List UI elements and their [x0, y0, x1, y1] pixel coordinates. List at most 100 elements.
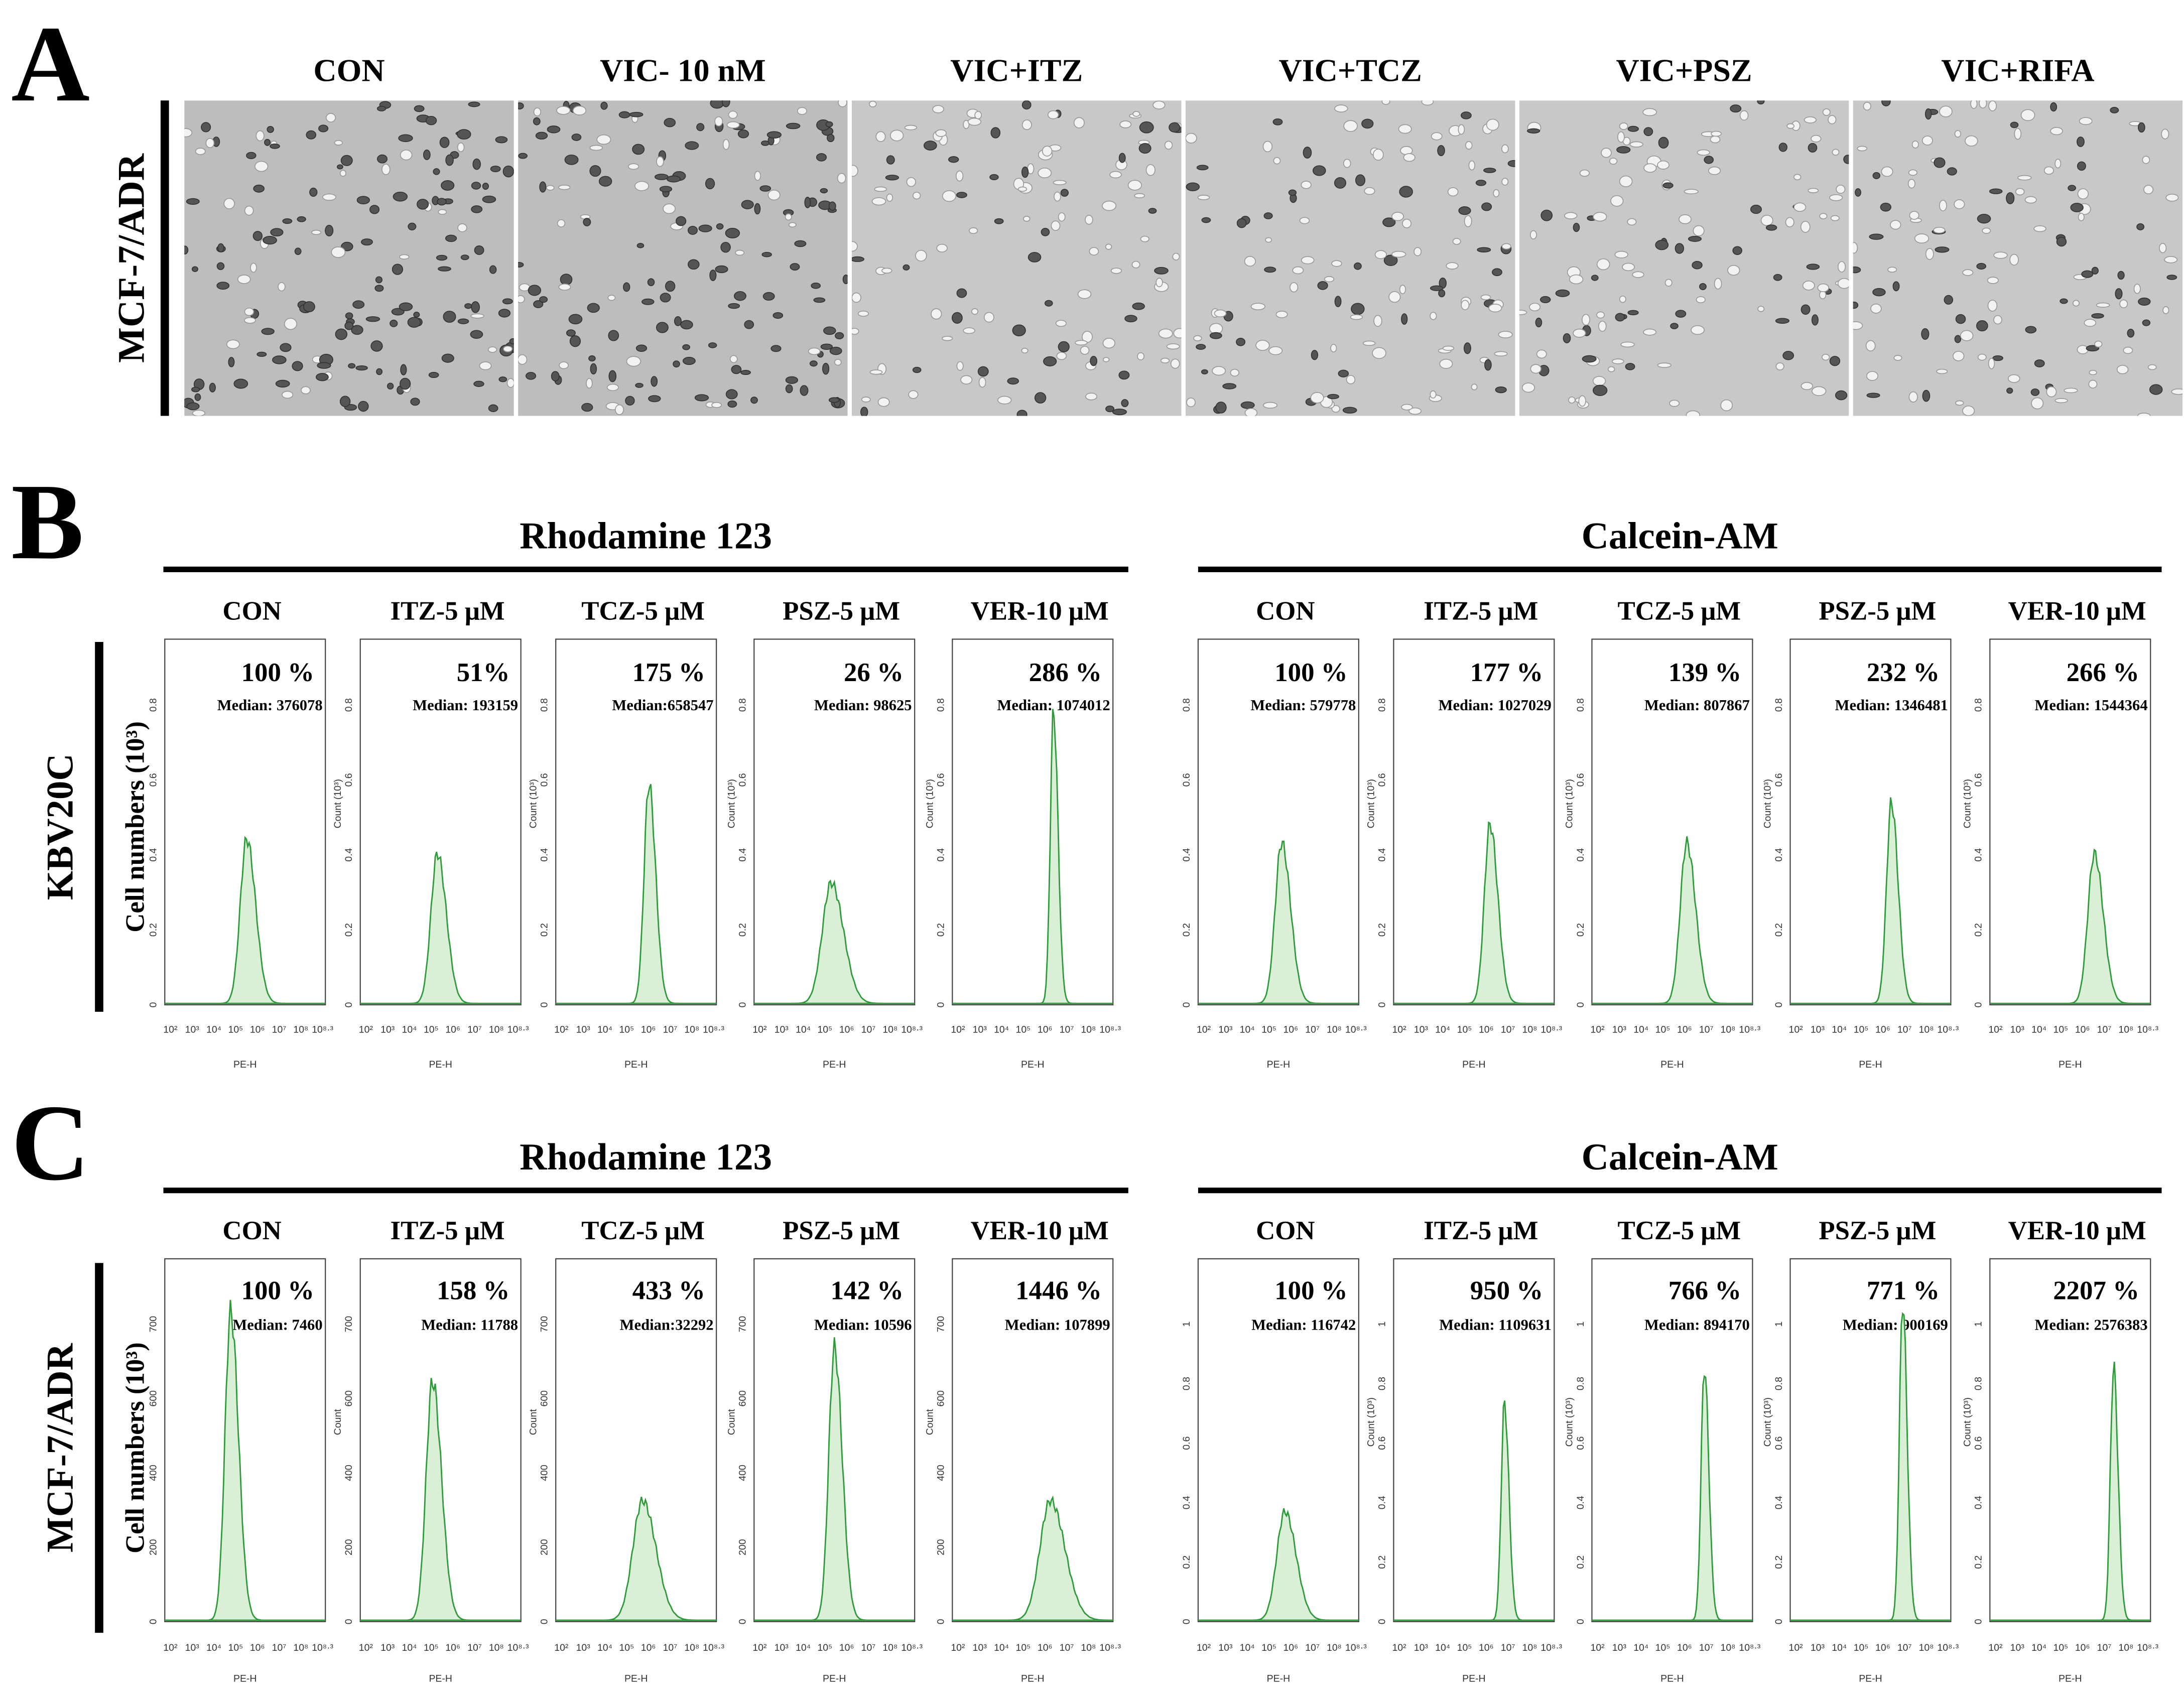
- cell: [1230, 368, 1240, 377]
- cell: [399, 254, 410, 260]
- cell: [413, 311, 420, 318]
- x-tick-label: 10³: [576, 1642, 591, 1653]
- cell: [1055, 320, 1067, 327]
- cell: [648, 395, 661, 403]
- cell: [1401, 313, 1408, 325]
- cell: [626, 356, 641, 367]
- cell: [1830, 215, 1840, 221]
- cell: [1351, 303, 1365, 315]
- cell: [2091, 267, 2099, 275]
- cell: [1988, 100, 1997, 111]
- cell: [223, 198, 235, 209]
- cell: [1843, 155, 1849, 164]
- cell: [1215, 402, 1227, 414]
- cell: [1355, 174, 1366, 186]
- count-label: Count (10³): [1762, 779, 1773, 828]
- x-tick-label: 10⁸·³: [1739, 1642, 1760, 1653]
- cell: [1908, 391, 1918, 403]
- cell: [436, 254, 448, 261]
- x-tick-label: 10⁸: [1721, 1642, 1736, 1653]
- cell: [1750, 204, 1762, 214]
- cell: [967, 117, 982, 126]
- y-tick-label: 0.2: [1181, 1555, 1192, 1569]
- cell: [627, 163, 639, 170]
- cell: [1881, 100, 1891, 106]
- x-tick-label: 10⁸: [1522, 1024, 1537, 1035]
- cell: [1331, 260, 1342, 267]
- x-tick-label: 10³: [185, 1642, 200, 1653]
- cell: [1139, 121, 1154, 134]
- x-tick-label: 10⁴: [1435, 1642, 1450, 1653]
- cell: [284, 318, 297, 330]
- x-tick-label: 10⁴: [1633, 1024, 1648, 1035]
- y-tick-label: 0.2: [1575, 1555, 1586, 1569]
- cell: [1529, 303, 1541, 312]
- cell: [1085, 393, 1098, 401]
- x-tick-label: 10²: [554, 1642, 569, 1653]
- cell: [709, 270, 717, 281]
- x-tick-label: 10³: [775, 1642, 789, 1653]
- cell: [1909, 211, 1919, 220]
- cell: [1642, 108, 1657, 116]
- condition-title: CON: [1256, 1216, 1315, 1245]
- cell: [842, 275, 848, 285]
- cell: [1817, 283, 1830, 293]
- cell: [2064, 387, 2078, 394]
- x-tick-label: 10⁸·³: [901, 1024, 923, 1035]
- cell: [1021, 347, 1029, 354]
- x-axis-label: PE-H: [1660, 1673, 1684, 1684]
- cell: [2127, 329, 2135, 338]
- y-tick-label: 0.2: [1181, 923, 1192, 937]
- x-tick-label: 10⁸·³: [1937, 1024, 1959, 1035]
- cell: [303, 301, 315, 313]
- cell: [1201, 217, 1211, 223]
- condition-title: VIC+RIFA: [1941, 52, 2094, 88]
- cell: [2009, 253, 2019, 266]
- cell: [374, 285, 384, 292]
- cell: [1264, 267, 1276, 273]
- x-axis-label: PE-H: [233, 1673, 256, 1684]
- y-tick-label: 200: [737, 1539, 748, 1555]
- x-tick-label: 10⁸·³: [1345, 1642, 1367, 1653]
- cell: [2162, 306, 2169, 314]
- x-tick-label: 10³: [2010, 1642, 2025, 1653]
- cell: [728, 110, 738, 119]
- cell: [1855, 188, 1861, 197]
- cell: [1688, 236, 1702, 242]
- cell: [714, 116, 723, 126]
- condition-title: VIC+TCZ: [1279, 52, 1422, 88]
- cell: [1708, 166, 1721, 175]
- cell: [564, 154, 579, 165]
- cell: [351, 325, 363, 335]
- cell: [808, 347, 821, 355]
- x-tick-label: 10⁶: [1677, 1642, 1692, 1653]
- cell: [2084, 319, 2097, 327]
- x-tick-label: 10⁸: [1919, 1024, 1934, 1035]
- y-tick-label: 0.2: [539, 923, 550, 937]
- cell: [1699, 283, 1707, 291]
- y-tick-label: 0: [1973, 1619, 1984, 1624]
- cell: [716, 223, 724, 230]
- cell: [1160, 357, 1170, 364]
- cell: [1591, 275, 1599, 281]
- cell: [874, 186, 887, 192]
- x-tick-label: 10⁵: [1457, 1642, 1472, 1653]
- y-tick-label: 600: [343, 1390, 354, 1407]
- cell: [1664, 279, 1673, 287]
- y-tick-label: 0.4: [1773, 1496, 1784, 1509]
- cell: [495, 136, 508, 144]
- x-tick-label: 10⁸: [882, 1024, 897, 1035]
- cell: [1821, 353, 1830, 361]
- condition-title: CON: [222, 597, 281, 626]
- x-tick-label: 10⁸: [684, 1642, 699, 1653]
- cell: [1965, 135, 1978, 147]
- cell: [1301, 181, 1312, 189]
- cell: [1619, 122, 1628, 130]
- y-tick-label: 0.4: [1575, 848, 1586, 862]
- y-tick-label: 0.4: [1575, 1496, 1586, 1509]
- cell: [2164, 256, 2178, 264]
- cell: [1727, 265, 1740, 276]
- x-tick-label: 10⁵: [228, 1642, 243, 1653]
- cell: [1290, 282, 1299, 293]
- cell: [674, 316, 682, 326]
